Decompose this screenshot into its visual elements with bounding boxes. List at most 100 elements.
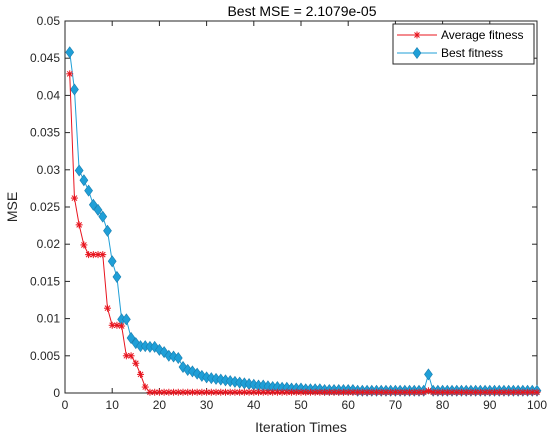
data-point: [126, 331, 136, 344]
x-tick-label: 90: [483, 398, 497, 412]
data-point: [160, 388, 168, 396]
data-point: [412, 46, 422, 60]
x-tick-label: 10: [106, 398, 120, 412]
marker-stroke: [397, 389, 403, 396]
marker-stroke: [312, 389, 319, 396]
data-point: [93, 203, 103, 216]
marker-stroke: [109, 322, 116, 329]
marker-stroke: [472, 389, 479, 396]
marker-stroke: [199, 389, 205, 396]
marker-stroke: [142, 384, 149, 390]
marker-stroke: [165, 389, 172, 396]
y-tick-label: 0: [53, 386, 60, 400]
marker-stroke: [66, 70, 73, 77]
marker-stroke: [180, 389, 186, 396]
x-tick-label: 20: [153, 398, 167, 412]
marker-stroke: [293, 389, 300, 396]
data-point: [420, 388, 428, 396]
y-tick-label: 0.04: [37, 88, 61, 102]
marker-stroke: [260, 389, 267, 396]
data-point: [173, 352, 183, 365]
marker-stroke: [387, 389, 394, 396]
marker-stroke: [425, 387, 432, 394]
marker-stroke: [128, 352, 134, 359]
data-point: [302, 388, 310, 396]
y-axis: 0 0.005 0.01 0.015 0.02 0.025 0.03 0.035 0.04 0.0…: [30, 14, 537, 400]
marker-stroke: [368, 389, 375, 396]
data-point: [113, 321, 121, 329]
data-point: [98, 210, 108, 223]
marker-stroke: [156, 389, 163, 396]
data-point: [476, 388, 484, 396]
data-point: [240, 388, 248, 396]
marker-stroke: [283, 389, 290, 396]
x-tick-label: 100: [527, 398, 547, 412]
data-point: [472, 388, 480, 396]
marker-stroke: [255, 389, 262, 396]
data-point: [321, 388, 329, 396]
marker-stroke: [524, 389, 531, 396]
marker-stroke: [132, 360, 139, 367]
marker-stroke: [246, 389, 252, 396]
marker-stroke: [76, 221, 83, 228]
legend-label: Average fitness: [441, 28, 524, 42]
marker-stroke: [81, 242, 87, 248]
data-point: [137, 370, 145, 378]
data-point: [250, 388, 258, 396]
marker-stroke: [364, 389, 370, 396]
data-point: [509, 388, 517, 396]
data-point: [103, 304, 111, 312]
data-point: [325, 388, 333, 396]
data-point: [283, 388, 291, 396]
data-point: [226, 388, 234, 396]
marker-stroke: [161, 389, 167, 396]
data-point: [273, 388, 281, 396]
data-point: [424, 368, 433, 381]
data-point: [198, 388, 206, 396]
marker-stroke: [184, 389, 191, 396]
series-layer: [65, 46, 542, 397]
plot-area: [64, 20, 538, 394]
x-tick-label: 70: [389, 398, 403, 412]
marker-stroke: [118, 323, 125, 329]
marker-stroke: [194, 389, 201, 396]
marker-stroke: [189, 389, 196, 396]
marker-stroke: [491, 389, 498, 396]
marker-stroke: [90, 251, 97, 258]
marker-stroke: [326, 389, 333, 396]
y-axis-label: MSE: [4, 192, 20, 222]
y-tick-label: 0.035: [30, 126, 60, 140]
marker-stroke: [340, 389, 347, 396]
y-tick-label: 0.025: [30, 200, 60, 214]
marker-stroke: [401, 389, 408, 396]
data-point: [207, 388, 215, 396]
marker-stroke: [95, 251, 101, 258]
marker-stroke: [350, 389, 356, 396]
marker-stroke: [411, 389, 418, 396]
data-point: [373, 388, 381, 396]
data-point: [65, 46, 75, 59]
marker-stroke: [501, 389, 507, 396]
marker-stroke: [449, 389, 455, 396]
marker-stroke: [114, 322, 120, 329]
marker-stroke: [104, 305, 111, 312]
y-tick-label: 0.02: [37, 237, 61, 251]
data-point: [151, 388, 159, 396]
y-tick-label: 0.015: [30, 274, 60, 288]
marker-stroke: [534, 389, 540, 396]
data-point: [79, 174, 89, 187]
x-tick-label: 0: [62, 398, 69, 412]
plot-frame: [64, 20, 538, 394]
y-tick-label: 0.05: [37, 14, 61, 28]
marker-stroke: [463, 389, 470, 396]
marker-stroke: [217, 389, 224, 396]
marker-stroke: [279, 389, 285, 396]
x-tick-label: 30: [200, 398, 214, 412]
marker-stroke: [383, 389, 389, 396]
marker-stroke: [515, 389, 521, 396]
x-tick-label: 80: [436, 398, 450, 412]
marker-stroke: [203, 389, 210, 396]
data-point: [495, 388, 503, 396]
data-point: [107, 255, 117, 268]
